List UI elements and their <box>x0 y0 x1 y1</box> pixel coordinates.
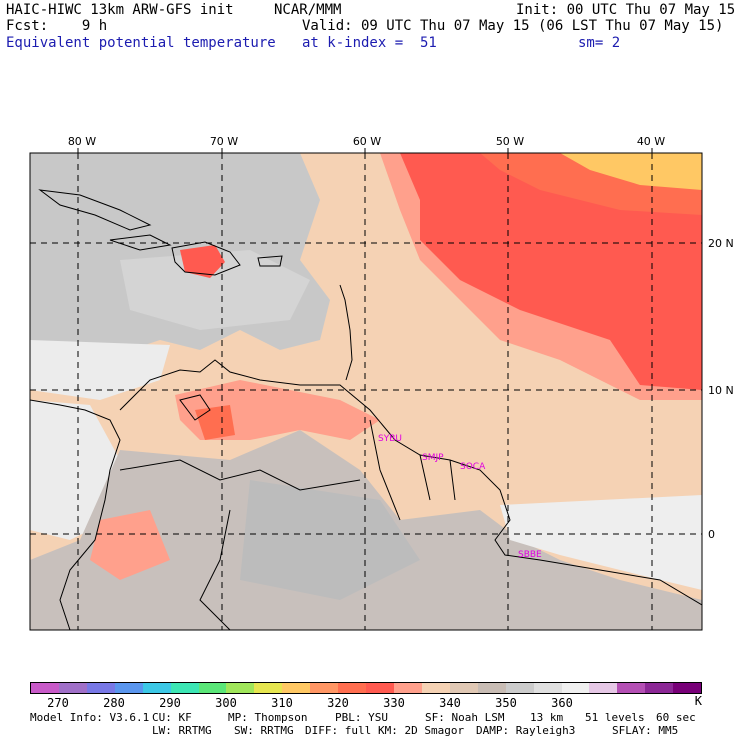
colorbar-label: 350 <box>495 696 517 710</box>
footer-pbl: PBL: YSU <box>335 711 388 724</box>
lon-label-60w: 60 W <box>353 135 381 148</box>
footer-mp: MP: Thompson <box>228 711 308 724</box>
colorbar-swatch <box>449 683 478 693</box>
smoothing-info: sm= 2 <box>578 35 621 51</box>
colorbar-swatch <box>142 683 171 693</box>
colorbar-swatch <box>645 683 674 693</box>
footer-km: KM: 2D Smagor <box>378 724 465 737</box>
footer-levels: 51 levels <box>585 711 645 724</box>
colorbar-swatch <box>310 683 339 693</box>
lat-label-10n: 10 N <box>708 384 734 397</box>
colorbar-swatch <box>114 683 143 693</box>
field-name: Equivalent potential temperature <box>6 35 276 51</box>
colorbar-swatch <box>254 683 283 693</box>
colorbar-label: 280 <box>103 696 125 710</box>
colorbar-swatch <box>477 683 506 693</box>
footer-sw: SW: RRTMG <box>234 724 294 737</box>
colorbar-swatch <box>170 683 199 693</box>
colorbar-label: K <box>694 694 702 708</box>
colorbar-swatch <box>338 683 367 693</box>
colorbar-label: 320 <box>327 696 349 710</box>
station-sybu: SYBU <box>378 434 402 444</box>
grid <box>30 153 702 630</box>
map-frame <box>29 152 703 631</box>
colorbar-swatch <box>673 683 702 693</box>
colorbar-swatch <box>31 683 59 693</box>
colorbar-swatch <box>226 683 255 693</box>
footer-resolution: 13 km <box>530 711 564 724</box>
colorbar-swatch <box>366 683 394 693</box>
valid-time: Valid: 09 UTC Thu 07 May 15 (06 LST Thu … <box>302 18 724 34</box>
footer-sflay: SFLAY: MM5 <box>612 724 679 737</box>
footer-damp: DAMP: Rayleigh3 <box>476 724 576 737</box>
station-soca: SOCA <box>460 462 486 472</box>
colorbar-label: 360 <box>551 696 573 710</box>
coastlines <box>30 189 702 630</box>
lat-label-20n: 20 N <box>708 237 734 250</box>
lon-label-70w: 70 W <box>210 135 238 148</box>
lat-label-0: 0 <box>708 528 715 541</box>
colorbar-swatch <box>617 683 646 693</box>
colorbar-swatch <box>589 683 618 693</box>
colorbar-swatch <box>533 683 562 693</box>
footer-sf: SF: Noah LSM <box>425 711 505 724</box>
colorbar-label: 310 <box>271 696 293 710</box>
level-info: at k-index = 51 <box>302 35 437 51</box>
colorbar-swatch <box>86 683 115 693</box>
colorbar-swatch <box>198 683 227 693</box>
colorbar-swatch <box>505 683 534 693</box>
lon-label-40w: 40 W <box>637 135 665 148</box>
colorbar-label: 270 <box>47 696 69 710</box>
lon-label-50w: 50 W <box>496 135 524 148</box>
colorbar <box>30 682 702 694</box>
footer-lw: LW: RRTMG <box>152 724 212 737</box>
lon-label-80w: 80 W <box>68 135 96 148</box>
colorbar-swatch <box>561 683 590 693</box>
forecast-hour: Fcst: 9 h <box>6 18 108 34</box>
colorbar-label: 330 <box>383 696 405 710</box>
colorbar-swatch <box>282 683 311 693</box>
colorbar-swatch <box>58 683 87 693</box>
station-sbbe: SBBE <box>518 550 542 560</box>
colorbar-label: 300 <box>215 696 237 710</box>
footer-model-info: Model Info: V3.6.1 <box>30 711 150 724</box>
theta-e-field <box>30 153 702 630</box>
colorbar-swatch <box>421 683 450 693</box>
organization-label: NCAR/MMM <box>274 2 342 18</box>
model-title: HAIC-HIWC 13km ARW-GFS init <box>6 2 234 18</box>
colorbar-swatch <box>393 683 422 693</box>
footer-diff: DIFF: full <box>305 724 372 737</box>
init-time: Init: 00 UTC Thu 07 May 15 <box>516 2 736 18</box>
colorbar-label: 290 <box>159 696 181 710</box>
station-smjp: SMJP <box>422 453 444 463</box>
colorbar-label: 340 <box>439 696 461 710</box>
map-plot: 80 W 70 W 60 W 50 W 40 W 20 N 10 N 0 SYB… <box>29 135 734 631</box>
footer-cu: CU: KF <box>152 711 192 724</box>
footer-timestep: 60 sec <box>656 711 696 724</box>
